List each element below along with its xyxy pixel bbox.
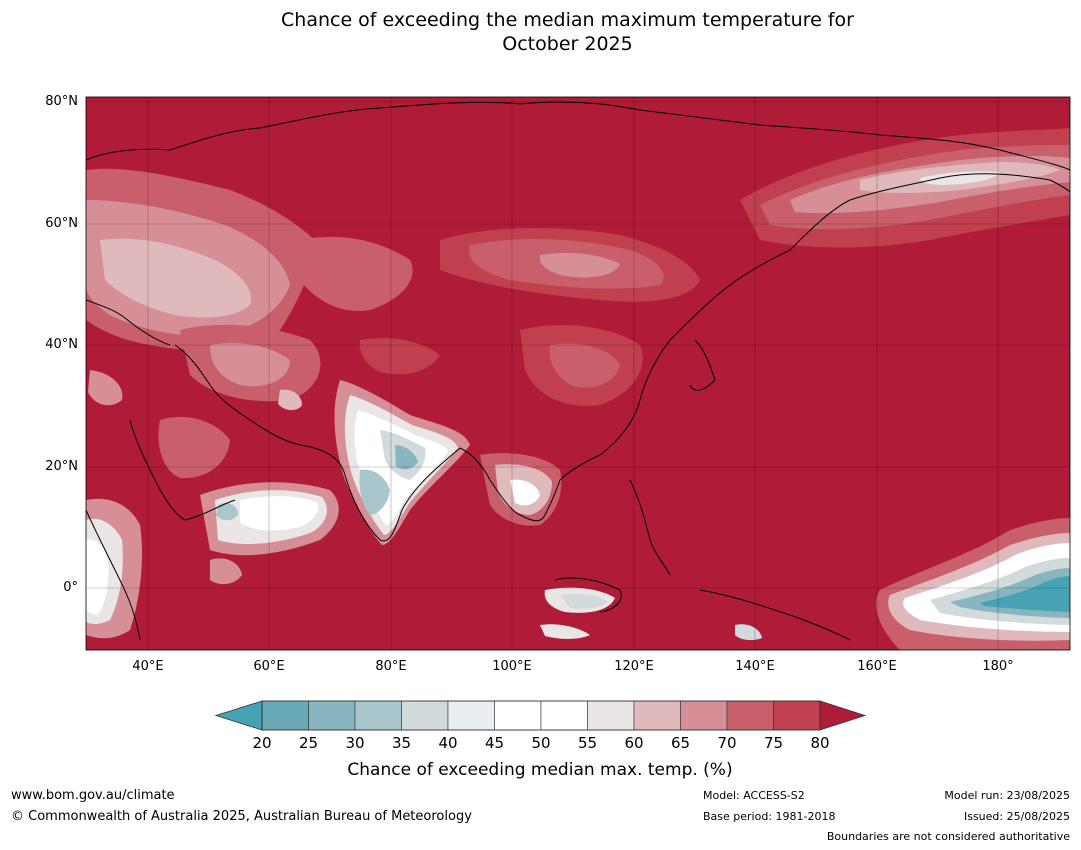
lon-tick-160e: 160°E xyxy=(857,659,897,674)
footer-disclaimer: Boundaries are not considered authoritat… xyxy=(826,830,1070,843)
lon-tick-80e: 80°E xyxy=(375,659,407,674)
footer-base-period: Base period: 1981-2018 xyxy=(703,810,836,823)
colorbar-tick-65: 65 xyxy=(670,734,691,752)
lat-tick-0: 0° xyxy=(63,580,78,595)
lon-tick-120e: 120°E xyxy=(614,659,654,674)
colorbar-extend-high xyxy=(819,700,867,731)
colorbar-box xyxy=(447,700,495,731)
region-europe-russia xyxy=(86,168,413,350)
colorbar-box xyxy=(540,700,588,731)
colorbar-frame xyxy=(261,700,821,731)
footer-url: www.bom.gov.au/climate xyxy=(11,788,175,803)
colorbar-tick-50: 50 xyxy=(531,734,551,752)
lon-tick-180: 180° xyxy=(982,659,1014,674)
colorbar-tick-30: 30 xyxy=(345,734,365,752)
region-tropical-pacific xyxy=(876,518,1070,650)
title-line-2: October 2025 xyxy=(502,33,633,55)
colorbar-box xyxy=(587,700,635,731)
lat-tick-40n: 40°N xyxy=(45,337,78,352)
region-southeast-asia xyxy=(480,453,762,641)
colorbar-box xyxy=(773,700,821,731)
colorbar-tick-40: 40 xyxy=(438,734,458,752)
colorbar-tick-20: 20 xyxy=(252,734,272,752)
colorbar-tick-35: 35 xyxy=(391,734,412,752)
region-northeast-siberia xyxy=(740,128,1070,248)
colorbar-box xyxy=(261,700,309,731)
colorbar-tick-75: 75 xyxy=(763,734,784,752)
lon-tick-140e: 140°E xyxy=(735,659,775,674)
colorbar-tick-55: 55 xyxy=(577,734,598,752)
gridlines xyxy=(86,97,1070,650)
footer-model-run: Model run: 23/08/2025 xyxy=(944,789,1070,802)
title-line-1: Chance of exceeding the median maximum t… xyxy=(281,9,854,31)
colorbar-box xyxy=(633,700,681,731)
colorbar-tick-70: 70 xyxy=(717,734,737,752)
coastlines xyxy=(86,101,1070,641)
colorbar-box xyxy=(401,700,449,731)
lat-tick-20n: 20°N xyxy=(45,459,78,474)
lon-tick-40e: 40°E xyxy=(132,659,164,674)
colorbar-tick-60: 60 xyxy=(624,734,644,752)
region-central-asia xyxy=(88,324,321,479)
lat-tick-60n: 60°N xyxy=(45,216,78,231)
colorbar-box xyxy=(680,700,728,731)
colorbar-tick-80: 80 xyxy=(810,734,830,752)
colorbar-box xyxy=(726,700,774,731)
colorbar-box xyxy=(494,700,542,731)
region-siberia-china xyxy=(359,228,700,406)
lon-tick-60e: 60°E xyxy=(253,659,285,674)
colorbar-tick-25: 25 xyxy=(298,734,319,752)
colorbar xyxy=(214,700,867,731)
lat-tick-80n: 80°N xyxy=(45,94,78,109)
footer-issued: Issued: 25/08/2025 xyxy=(963,810,1070,823)
chart-title: Chance of exceeding the median maximum t… xyxy=(0,8,1081,56)
colorbar-tick-45: 45 xyxy=(484,734,505,752)
region-india xyxy=(334,380,470,545)
footer-copyright: © Commonwealth of Australia 2025, Austra… xyxy=(11,809,472,824)
map-area xyxy=(86,97,1070,650)
footer-model: Model: ACCESS-S2 xyxy=(703,789,805,802)
colorbar-box xyxy=(354,700,402,731)
lon-tick-100e: 100°E xyxy=(492,659,532,674)
colorbar-boxes xyxy=(261,700,821,731)
colorbar-label: Chance of exceeding median max. temp. (%… xyxy=(347,760,733,780)
colorbar-box xyxy=(308,700,356,731)
colorbar-extend-low xyxy=(214,700,263,731)
map-frame xyxy=(85,96,1071,651)
